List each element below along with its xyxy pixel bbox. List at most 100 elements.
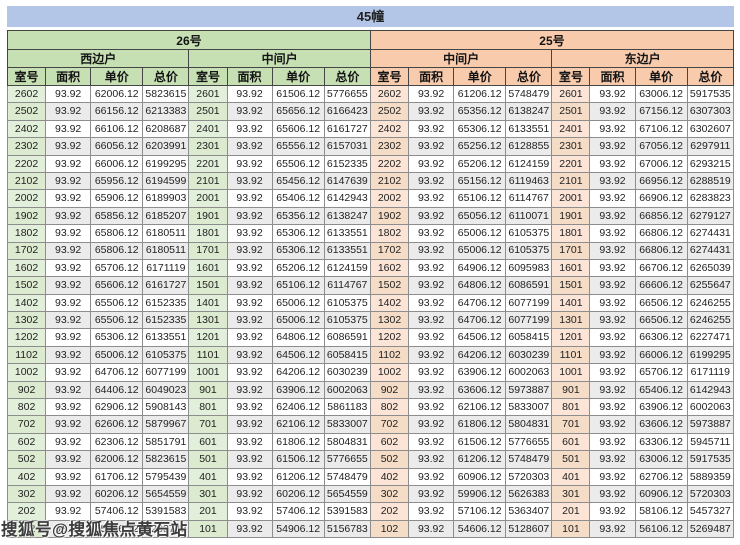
cell-total-price: 6194599 — [142, 171, 190, 191]
cell-unit-price: 55406.12 — [90, 519, 144, 539]
cell-area: 93.92 — [45, 450, 92, 469]
cell-total-price: 6152335 — [323, 154, 371, 173]
cell-total-price: 6302607 — [686, 119, 735, 139]
cell-area: 93.92 — [589, 363, 636, 382]
cell-area: 93.92 — [45, 415, 92, 434]
cell-room: 201 — [551, 502, 591, 521]
cell-unit-price: 60206.12 — [90, 484, 144, 504]
cell-unit-price: 60906.12 — [453, 467, 507, 486]
cell-unit-price: 65006.12 — [271, 311, 325, 330]
col-header: 总价 — [142, 67, 190, 86]
cell-unit-price: 65406.12 — [634, 380, 688, 400]
table-row: 1902 93.92 65856.12 6185207 1901 93.92 65356.1… — [6, 206, 735, 226]
cell-room: 1002 — [6, 363, 47, 382]
cell-total-price: 5156783 — [323, 519, 371, 539]
cell-total-price: 6171119 — [142, 258, 190, 278]
table-row: 702 93.92 62606.12 5879967 701 93.92 62106.12 5… — [6, 415, 735, 434]
cell-unit-price: 65356.12 — [453, 102, 507, 121]
cell-total-price: 5823615 — [142, 450, 190, 469]
cell-room: 502 — [6, 450, 47, 469]
cell-unit-price: 65706.12 — [634, 363, 688, 382]
cell-area: 93.92 — [226, 345, 273, 365]
cell-area: 93.92 — [226, 119, 273, 139]
cell-unit-price: 66106.12 — [90, 119, 144, 139]
cell-area: 93.92 — [226, 189, 273, 208]
cell-room: 1202 — [6, 328, 47, 347]
cell-total-price: 6086591 — [323, 328, 371, 347]
cell-unit-price: 65556.12 — [271, 137, 325, 156]
cell-unit-price: 66156.12 — [90, 102, 144, 121]
cell-area: 93.92 — [408, 484, 455, 504]
cell-total-price: 6105375 — [505, 241, 553, 260]
cell-total-price: 6203991 — [142, 137, 190, 156]
cell-area: 93.92 — [226, 484, 273, 504]
cell-room: 1001 — [188, 363, 228, 382]
cell-total-price: 6246255 — [686, 311, 735, 330]
cell-room: 1502 — [369, 276, 410, 295]
cell-unit-price: 64706.12 — [90, 363, 144, 382]
table-row: 402 93.92 61706.12 5795439 401 93.92 61206.12 5… — [6, 467, 735, 486]
cell-total-price: 6152335 — [142, 293, 190, 313]
cell-unit-price: 65356.12 — [271, 206, 325, 226]
cell-total-price: 6105375 — [505, 224, 553, 243]
cell-area: 93.92 — [45, 276, 92, 295]
table-row: 1602 93.92 65706.12 6171119 1601 93.92 65206.1… — [6, 258, 735, 278]
cell-area: 93.92 — [589, 171, 636, 191]
cell-unit-price: 67056.12 — [634, 137, 688, 156]
cell-room: 2302 — [6, 137, 47, 156]
cell-area: 93.92 — [45, 467, 92, 486]
cell-unit-price: 65506.12 — [271, 154, 325, 173]
cell-area: 93.92 — [226, 102, 273, 121]
cell-area: 93.92 — [408, 415, 455, 434]
cell-total-price: 6274431 — [686, 241, 735, 260]
cell-area: 93.92 — [45, 311, 92, 330]
cell-area: 93.92 — [408, 450, 455, 469]
cell-room: 401 — [551, 467, 591, 486]
cell-total-price: 6307303 — [686, 102, 735, 121]
cell-unit-price: 65856.12 — [90, 206, 144, 226]
cell-area: 93.92 — [226, 502, 273, 521]
cell-room: 1102 — [369, 345, 410, 365]
cell-total-price: 6199295 — [142, 154, 190, 173]
cell-total-price: 6157031 — [323, 137, 371, 156]
col-header: 总价 — [505, 67, 553, 86]
cell-unit-price: 61506.12 — [271, 84, 325, 104]
cell-total-price: 6171119 — [686, 363, 735, 382]
cell-room: 2402 — [369, 119, 410, 139]
cell-area: 93.92 — [408, 502, 455, 521]
cell-room: 2301 — [551, 137, 591, 156]
cell-room: 2501 — [188, 102, 228, 121]
cell-unit-price: 63906.12 — [271, 380, 325, 400]
cell-unit-price: 65306.12 — [271, 241, 325, 260]
cell-total-price: 5363407 — [505, 502, 553, 521]
cell-area: 93.92 — [408, 206, 455, 226]
cell-area: 93.92 — [589, 137, 636, 156]
cell-total-price: 6002063 — [323, 380, 371, 400]
cell-area: 93.92 — [226, 276, 273, 295]
cell-room: 701 — [551, 415, 591, 434]
cell-unit-price: 62906.12 — [90, 398, 144, 417]
table-row: 602 93.92 62306.12 5851791 601 93.92 61806.12 5… — [6, 432, 735, 452]
cell-unit-price: 54606.12 — [453, 519, 507, 539]
cell-unit-price: 62006.12 — [90, 84, 144, 104]
cell-unit-price: 63906.12 — [634, 398, 688, 417]
table-row: 1302 93.92 65506.12 6152335 1301 93.92 65006.1… — [6, 311, 735, 330]
cell-total-price: 5776655 — [323, 84, 371, 104]
cell-total-price: 6283823 — [686, 189, 735, 208]
cell-unit-price: 62606.12 — [90, 415, 144, 434]
cell-total-price: 6166423 — [323, 102, 371, 121]
table-row: 1502 93.92 65606.12 6161727 1501 93.92 65106.1… — [6, 276, 735, 295]
cell-unit-price: 64506.12 — [271, 345, 325, 365]
cell-room: 502 — [369, 450, 410, 469]
cell-area: 93.92 — [408, 311, 455, 330]
cell-area: 93.92 — [226, 224, 273, 243]
cell-area: 93.92 — [589, 102, 636, 121]
table-row: 1802 93.92 65806.12 6180511 1801 93.92 65306.1… — [6, 224, 735, 243]
cell-total-price: 6180511 — [142, 241, 190, 260]
cell-unit-price: 65906.12 — [90, 189, 144, 208]
cell-unit-price: 65406.12 — [271, 189, 325, 208]
unit-header: 中间户 — [369, 49, 553, 68]
cell-total-price: 6147639 — [323, 171, 371, 191]
cell-room: 2102 — [369, 171, 410, 191]
cell-area: 93.92 — [45, 84, 92, 104]
